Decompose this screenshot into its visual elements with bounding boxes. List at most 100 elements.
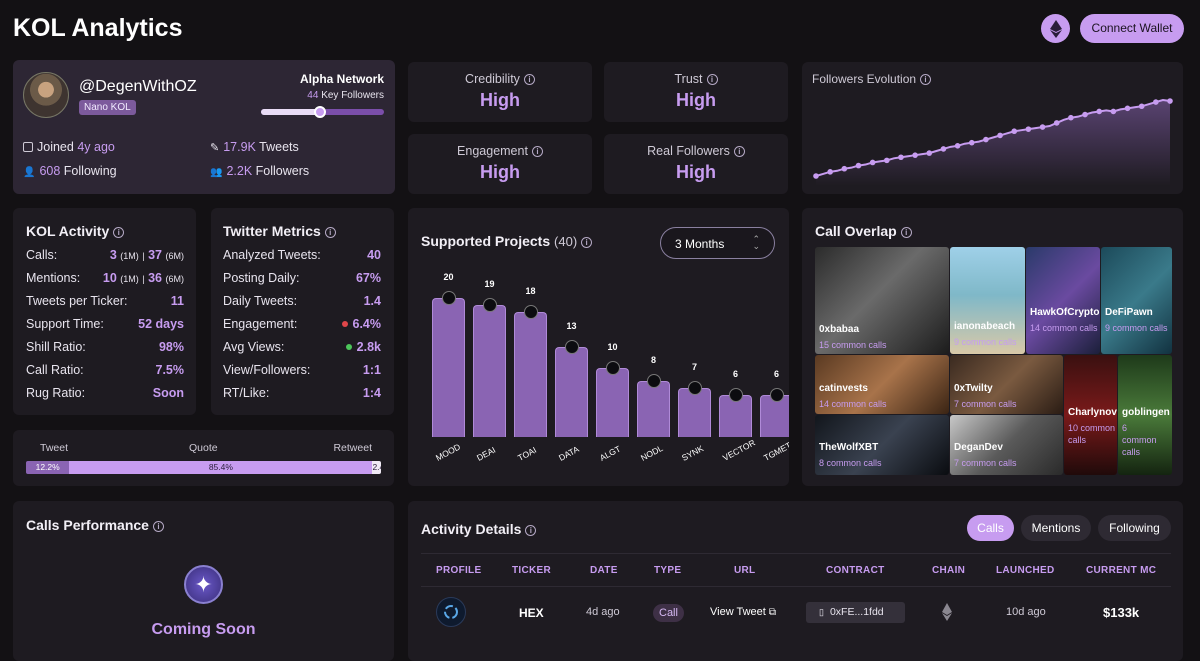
project-token-icon <box>646 374 661 389</box>
evolution-point[interactable] <box>841 165 848 172</box>
info-icon[interactable]: i <box>900 227 912 238</box>
evolution-point[interactable] <box>1025 126 1032 132</box>
project-bar[interactable] <box>555 346 588 437</box>
engagement-row: Engagement: 6.4% <box>223 317 381 331</box>
evolution-point[interactable] <box>1039 124 1046 130</box>
supported-projects-title: Supported Projects (40) i <box>421 233 593 249</box>
evolution-point[interactable] <box>1138 103 1145 110</box>
evolution-point[interactable] <box>926 150 933 156</box>
posting-row: Posting Daily: 67% <box>223 271 381 285</box>
bar-category-label: SYNK <box>680 443 706 463</box>
evolution-point[interactable] <box>997 132 1003 139</box>
avatar[interactable] <box>23 72 69 118</box>
info-icon[interactable]: i <box>113 227 125 238</box>
bar-category-label: DATA <box>557 443 581 463</box>
evolution-point[interactable] <box>869 159 876 166</box>
tab-mentions[interactable]: Mentions <box>1021 515 1091 541</box>
following-label: Following <box>63 164 117 178</box>
row-current-mc: $133k <box>1103 605 1140 620</box>
project-bar[interactable] <box>760 395 789 437</box>
key-followers-slider[interactable] <box>261 106 384 118</box>
evolution-point[interactable] <box>898 154 904 161</box>
twitter-metrics-card: Twitter Metrics i Analyzed Tweets: 40 Post… <box>211 208 394 415</box>
connect-wallet-button[interactable]: Connect Wallet <box>1080 14 1184 43</box>
project-logo-icon[interactable] <box>436 597 466 627</box>
tab-calls[interactable]: Calls <box>967 515 1014 541</box>
overlap-tile[interactable]: 0xbabaa 15 common calls <box>815 247 949 354</box>
followers-evolution-card: Followers Evolution i <box>802 62 1183 194</box>
view-followers-label: View/Followers: <box>223 363 311 377</box>
evolution-point[interactable] <box>827 169 833 175</box>
evolution-point[interactable] <box>1110 108 1117 115</box>
period-select[interactable]: 3 Months ⌃ ⌄ <box>660 227 775 259</box>
row-url-link[interactable]: View Tweet ⧉ <box>710 606 776 618</box>
evolution-point[interactable] <box>983 136 989 143</box>
evolution-point[interactable] <box>1053 120 1060 126</box>
table-row[interactable]: HEX 4d ago Call View Tweet ⧉ ▯ 0xFE...1fd… <box>421 592 1170 636</box>
evolution-point[interactable] <box>1167 98 1173 104</box>
overlap-tile[interactable]: goblingen 6 common calls <box>1118 355 1172 475</box>
bar-category-label: MOOD <box>434 441 463 463</box>
evolution-point[interactable] <box>1082 111 1088 118</box>
table-divider <box>421 553 1171 554</box>
coming-soon-label: Coming Soon <box>151 621 256 638</box>
info-icon[interactable]: i <box>152 521 164 532</box>
rug-ratio-row: Rug Ratio: Soon <box>26 386 184 400</box>
profile-handle[interactable]: @DegenWithOZ <box>79 78 197 95</box>
tile-calls: 6 common calls <box>1122 423 1157 457</box>
info-icon[interactable]: i <box>581 237 593 248</box>
evolution-point[interactable] <box>940 146 947 152</box>
project-bar[interactable] <box>514 311 547 437</box>
info-icon[interactable]: i <box>733 146 745 157</box>
overlap-tile[interactable]: Charlynov 10 common calls <box>1064 355 1117 475</box>
mentions-label: Mentions: <box>26 271 81 285</box>
evolution-point[interactable] <box>1068 114 1074 121</box>
bar-value-label: 6 <box>732 369 738 380</box>
evolution-point[interactable] <box>912 152 918 158</box>
engagement-label-text: Engagement <box>457 144 528 158</box>
project-bar[interactable] <box>637 381 670 437</box>
row-contract[interactable]: ▯ 0xFE...1fdd <box>806 602 905 623</box>
info-icon[interactable]: i <box>920 74 932 85</box>
info-icon[interactable]: i <box>523 74 535 85</box>
evolution-point[interactable] <box>954 143 961 149</box>
evolution-point[interactable] <box>855 162 862 169</box>
tile-calls: 7 common calls <box>954 399 1017 409</box>
project-bar[interactable] <box>678 388 711 437</box>
trust-label-text: Trust <box>674 72 703 86</box>
project-bar[interactable] <box>432 298 465 437</box>
evolution-point[interactable] <box>884 157 890 164</box>
key-followers-knob[interactable] <box>314 106 327 118</box>
evolution-point[interactable] <box>1096 108 1102 115</box>
call-ratio-value: 7.5% <box>155 363 185 377</box>
evolution-point[interactable] <box>1124 105 1131 112</box>
evolution-point[interactable] <box>813 173 819 179</box>
chevron-updown-icon: ⌃ ⌄ <box>752 234 760 251</box>
info-icon[interactable]: i <box>531 146 543 157</box>
overlap-tile[interactable]: DeganDev 7 common calls <box>950 415 1063 475</box>
project-token-icon <box>441 291 456 305</box>
project-bar[interactable] <box>473 304 506 437</box>
tweet-segment: 12.2% <box>26 461 70 474</box>
overlap-tile[interactable]: HawkOfCrypto 14 common calls <box>1026 247 1100 354</box>
following-stat: 👤 608 Following <box>23 164 117 178</box>
overlap-tile[interactable]: catinvests 14 common calls <box>815 355 949 414</box>
tab-following[interactable]: Following <box>1098 515 1171 541</box>
info-icon[interactable]: i <box>706 74 718 85</box>
info-icon[interactable]: i <box>324 227 336 238</box>
col-contract: CONTRACT <box>826 565 885 576</box>
bar-value-label: 6 <box>773 369 779 380</box>
evolution-point[interactable] <box>1011 128 1018 135</box>
overlap-tile[interactable]: DeFiPawn 9 common calls <box>1101 247 1172 354</box>
bar-category-label: VECTOR <box>721 437 757 463</box>
overlap-tile[interactable]: TheWolfXBT 8 common calls <box>815 415 949 475</box>
project-bar[interactable] <box>596 367 629 437</box>
ethereum-icon[interactable] <box>1041 14 1070 43</box>
overlap-tile[interactable]: ianonabeach 9 common calls <box>950 247 1025 354</box>
info-icon[interactable]: i <box>525 525 537 536</box>
project-bar[interactable] <box>719 395 752 437</box>
rug-ratio-label: Rug Ratio: <box>26 386 86 400</box>
overlap-tile[interactable]: 0xTwilty 7 common calls <box>950 355 1063 414</box>
evolution-point[interactable] <box>1153 99 1159 105</box>
evolution-point[interactable] <box>968 139 975 146</box>
